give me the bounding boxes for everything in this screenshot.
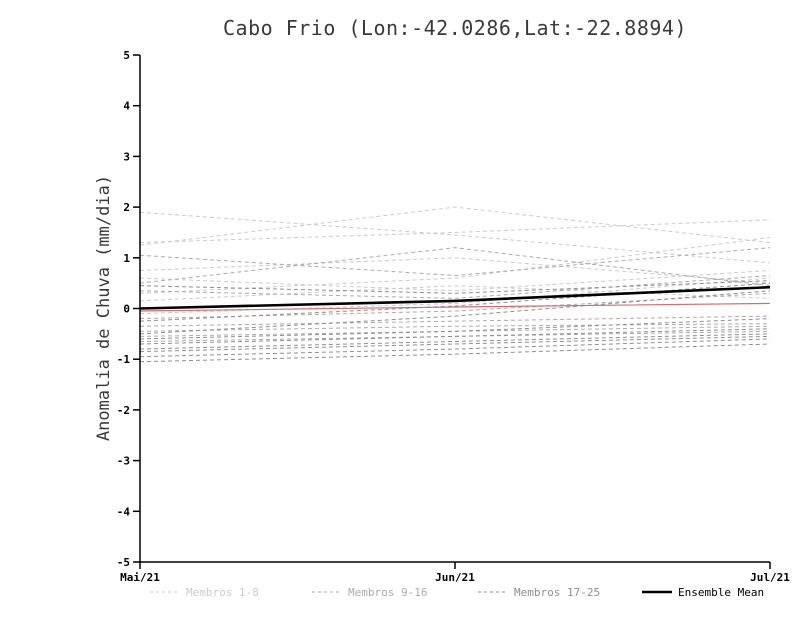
y-tick-label: 2 (123, 201, 130, 214)
legend-label: Membros 1-8 (186, 586, 259, 599)
series-membro-8 (139, 277, 771, 315)
series-membro-21 (139, 328, 771, 345)
y-tick-label: -5 (117, 556, 130, 569)
series-membro-4 (139, 257, 771, 284)
y-tick-label: 4 (123, 100, 130, 113)
y-tick-label: 0 (123, 303, 130, 316)
series-membro-11 (139, 275, 771, 299)
legend-label: Membros 9-16 (348, 586, 427, 599)
series-membro-17 (139, 280, 771, 294)
x-tick-label: Mai/21 (120, 571, 160, 584)
chart-title: Cabo Frio (Lon:-42.0286,Lat:-22.8894) (222, 16, 688, 40)
series-membro-5 (139, 269, 771, 292)
series-membro-2 (139, 206, 771, 246)
x-tick-label: Jun/21 (435, 571, 475, 584)
legend-label: Membros 17-25 (514, 586, 600, 599)
series-membro-10 (139, 247, 771, 287)
series-membro-7 (139, 285, 771, 302)
series-membro-1 (139, 211, 771, 264)
series-ensemble-mean (139, 285, 771, 310)
series-membro-14 (139, 323, 771, 332)
series-membro-6 (139, 237, 771, 294)
series-membro-19 (139, 290, 771, 335)
series-membro-25 (139, 343, 771, 363)
y-tick-label: 1 (123, 252, 130, 265)
series-membro-20 (139, 318, 771, 340)
series-membro-24 (139, 338, 771, 358)
series-membro-23 (139, 335, 771, 353)
series-membro-3 (139, 219, 771, 244)
y-tick-label: -4 (117, 505, 131, 518)
y-tick-label: -3 (117, 455, 130, 468)
y-tick-label: 3 (123, 150, 130, 163)
series-red-line (139, 302, 771, 312)
y-tick-label: 5 (123, 49, 130, 62)
series-membro-22 (139, 333, 771, 350)
y-tick-label: -1 (117, 353, 131, 366)
x-tick-label: Jul/21 (750, 571, 790, 584)
y-tick-label: -2 (117, 404, 130, 417)
series-membro-9 (139, 247, 771, 277)
series-membro-13 (139, 315, 771, 327)
legend-label: Ensemble Mean (678, 586, 764, 599)
